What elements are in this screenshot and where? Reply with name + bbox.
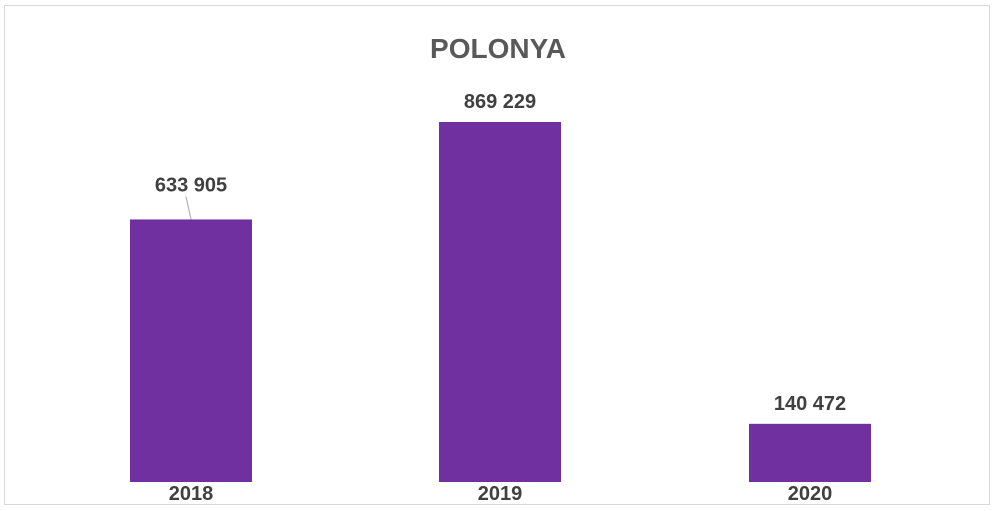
x-tick-labels-layer: 2018 2019 2020 [169,483,833,505]
x-tick-2018: 2018 [169,483,214,505]
data-labels-layer: 633 905 869 229 140 472 [155,91,846,415]
bar-2018 [130,219,252,482]
leader-line-2018 [185,196,192,220]
x-tick-2019: 2019 [478,483,523,505]
data-label-2018: 633 905 [155,174,227,196]
bar-2020 [749,423,871,482]
bar-2019 [439,122,561,482]
data-label-2019: 869 229 [464,91,536,113]
chart-title: POLONYA [430,33,566,64]
x-tick-2020: 2020 [788,483,833,505]
bars-layer [130,122,871,482]
data-label-2020: 140 472 [774,393,846,415]
